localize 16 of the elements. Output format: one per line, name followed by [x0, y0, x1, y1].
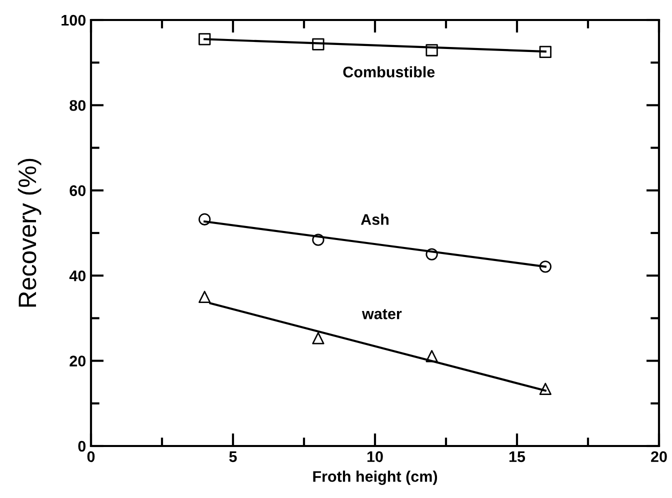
- x-axis-title: Froth height (cm): [313, 470, 438, 485]
- y-tick-label: 20: [70, 356, 86, 366]
- y-tick-label: 80: [70, 100, 86, 111]
- x-tick-label: 15: [509, 451, 526, 462]
- y-tick-label: 100: [62, 14, 86, 26]
- y-tick-label: 40: [69, 270, 86, 282]
- y-tick-label: 60: [70, 185, 86, 196]
- x-tick-label: 20: [651, 451, 667, 462]
- y-tick-label: 0: [78, 440, 86, 452]
- y-axis-title: Recovery (%): [18, 158, 42, 307]
- x-tick-label: 10: [367, 451, 383, 462]
- text: Ash: [360, 214, 388, 225]
- text: water: [362, 309, 402, 320]
- x-tick-label: 5: [229, 451, 237, 462]
- x-tick-label: 0: [87, 451, 95, 462]
- series-label: Combustible: [343, 66, 435, 78]
